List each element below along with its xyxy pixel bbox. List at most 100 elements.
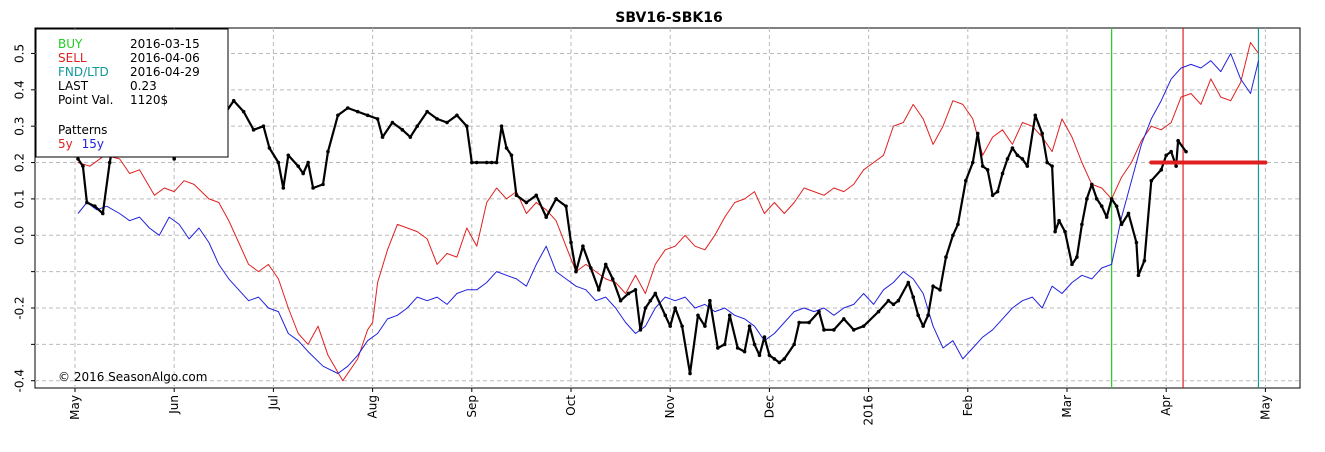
data-point xyxy=(1020,157,1025,161)
info-sell-key: SELL xyxy=(58,51,87,65)
data-point xyxy=(375,117,380,121)
data-point xyxy=(504,146,509,150)
data-point xyxy=(842,317,846,321)
data-point xyxy=(980,164,985,168)
data-point xyxy=(355,109,360,114)
data-point xyxy=(380,135,385,139)
series-line-5y xyxy=(77,42,1259,382)
data-point xyxy=(445,120,449,125)
data-point xyxy=(296,164,301,168)
data-point xyxy=(306,160,310,165)
data-point xyxy=(1114,204,1119,208)
info-fnd-value: 2016-04-29 xyxy=(130,65,200,79)
data-point xyxy=(474,160,479,165)
data-point xyxy=(1005,157,1010,161)
data-point xyxy=(716,346,720,350)
data-point xyxy=(400,128,405,132)
y-axis: 0.5 0.4 0.3 0.2 0.1 0.0 -0.2 -0.4 xyxy=(13,44,35,392)
data-point xyxy=(85,200,89,205)
data-point xyxy=(499,124,504,128)
data-point xyxy=(544,215,548,219)
data-point xyxy=(489,160,494,165)
data-point xyxy=(1085,197,1089,201)
data-point xyxy=(970,160,975,165)
data-point xyxy=(346,106,350,110)
info-last-value: 0.23 xyxy=(130,79,157,93)
data-point xyxy=(514,193,519,198)
data-point xyxy=(911,295,916,299)
data-point xyxy=(663,313,668,318)
data-point xyxy=(435,117,439,121)
series-layer xyxy=(76,42,1268,382)
data-point xyxy=(1015,153,1020,158)
data-point xyxy=(1109,197,1114,201)
data-point xyxy=(742,349,747,354)
data-point xyxy=(100,211,105,216)
data-point xyxy=(336,113,340,118)
data-point xyxy=(365,113,370,118)
data-point xyxy=(653,291,658,296)
data-point xyxy=(896,298,901,303)
data-point xyxy=(680,324,684,328)
y-tick-label: -0.2 xyxy=(13,296,27,319)
data-point xyxy=(782,357,787,361)
data-point xyxy=(231,98,236,103)
x-tick-label: May xyxy=(1258,395,1272,420)
data-point xyxy=(956,222,960,227)
x-tick-label: Mar xyxy=(1060,395,1074,418)
data-point xyxy=(822,328,826,332)
data-point xyxy=(696,313,700,318)
data-point xyxy=(425,109,429,114)
data-point xyxy=(251,128,256,132)
data-point xyxy=(762,335,767,339)
data-point xyxy=(1063,229,1067,234)
data-point xyxy=(777,360,782,365)
x-tick-label: Nov xyxy=(663,395,677,418)
data-point xyxy=(861,324,866,328)
data-point xyxy=(1000,171,1005,176)
data-point xyxy=(564,204,568,208)
data-point xyxy=(589,266,593,270)
data-point xyxy=(944,255,948,259)
data-point xyxy=(1174,164,1178,168)
data-point xyxy=(574,269,578,274)
data-point xyxy=(1010,146,1015,150)
y-tick-label: 0.0 xyxy=(13,226,27,245)
data-point xyxy=(81,164,85,168)
data-point xyxy=(1094,197,1099,201)
data-point xyxy=(792,342,796,347)
data-point xyxy=(1169,149,1173,154)
data-point xyxy=(1099,204,1104,208)
data-point xyxy=(797,320,801,325)
y-tick-label: 0.4 xyxy=(13,80,27,99)
data-point xyxy=(1176,138,1180,143)
data-point xyxy=(633,288,638,292)
data-point xyxy=(1104,215,1109,219)
data-point xyxy=(688,371,692,376)
series-line-15y xyxy=(77,53,1259,374)
info-buy-value: 2016-03-15 xyxy=(130,37,200,51)
chart-title: SBV16-SBK16 xyxy=(615,10,722,26)
info-legend-box: BUY 2016-03-15 SELL 2016-04-06 FND/LTD 2… xyxy=(35,28,229,158)
data-point xyxy=(610,277,615,281)
data-point xyxy=(484,160,489,165)
data-point xyxy=(727,313,732,318)
data-point xyxy=(1040,131,1044,136)
info-last-key: LAST xyxy=(58,79,89,93)
data-point xyxy=(747,324,752,328)
info-pointval-value: 1120$ xyxy=(130,93,168,107)
data-point xyxy=(326,149,330,154)
data-point xyxy=(281,186,286,190)
y-tick-label: 0.1 xyxy=(13,189,27,208)
data-point xyxy=(757,353,762,358)
data-point xyxy=(990,193,995,198)
data-point xyxy=(807,320,811,325)
data-point xyxy=(1057,218,1061,223)
x-tick-label: May xyxy=(68,395,82,420)
data-point xyxy=(886,298,891,303)
data-point xyxy=(596,288,601,292)
data-point xyxy=(1134,240,1139,245)
data-point xyxy=(951,233,955,238)
y-tick-label: 0.3 xyxy=(13,117,27,136)
